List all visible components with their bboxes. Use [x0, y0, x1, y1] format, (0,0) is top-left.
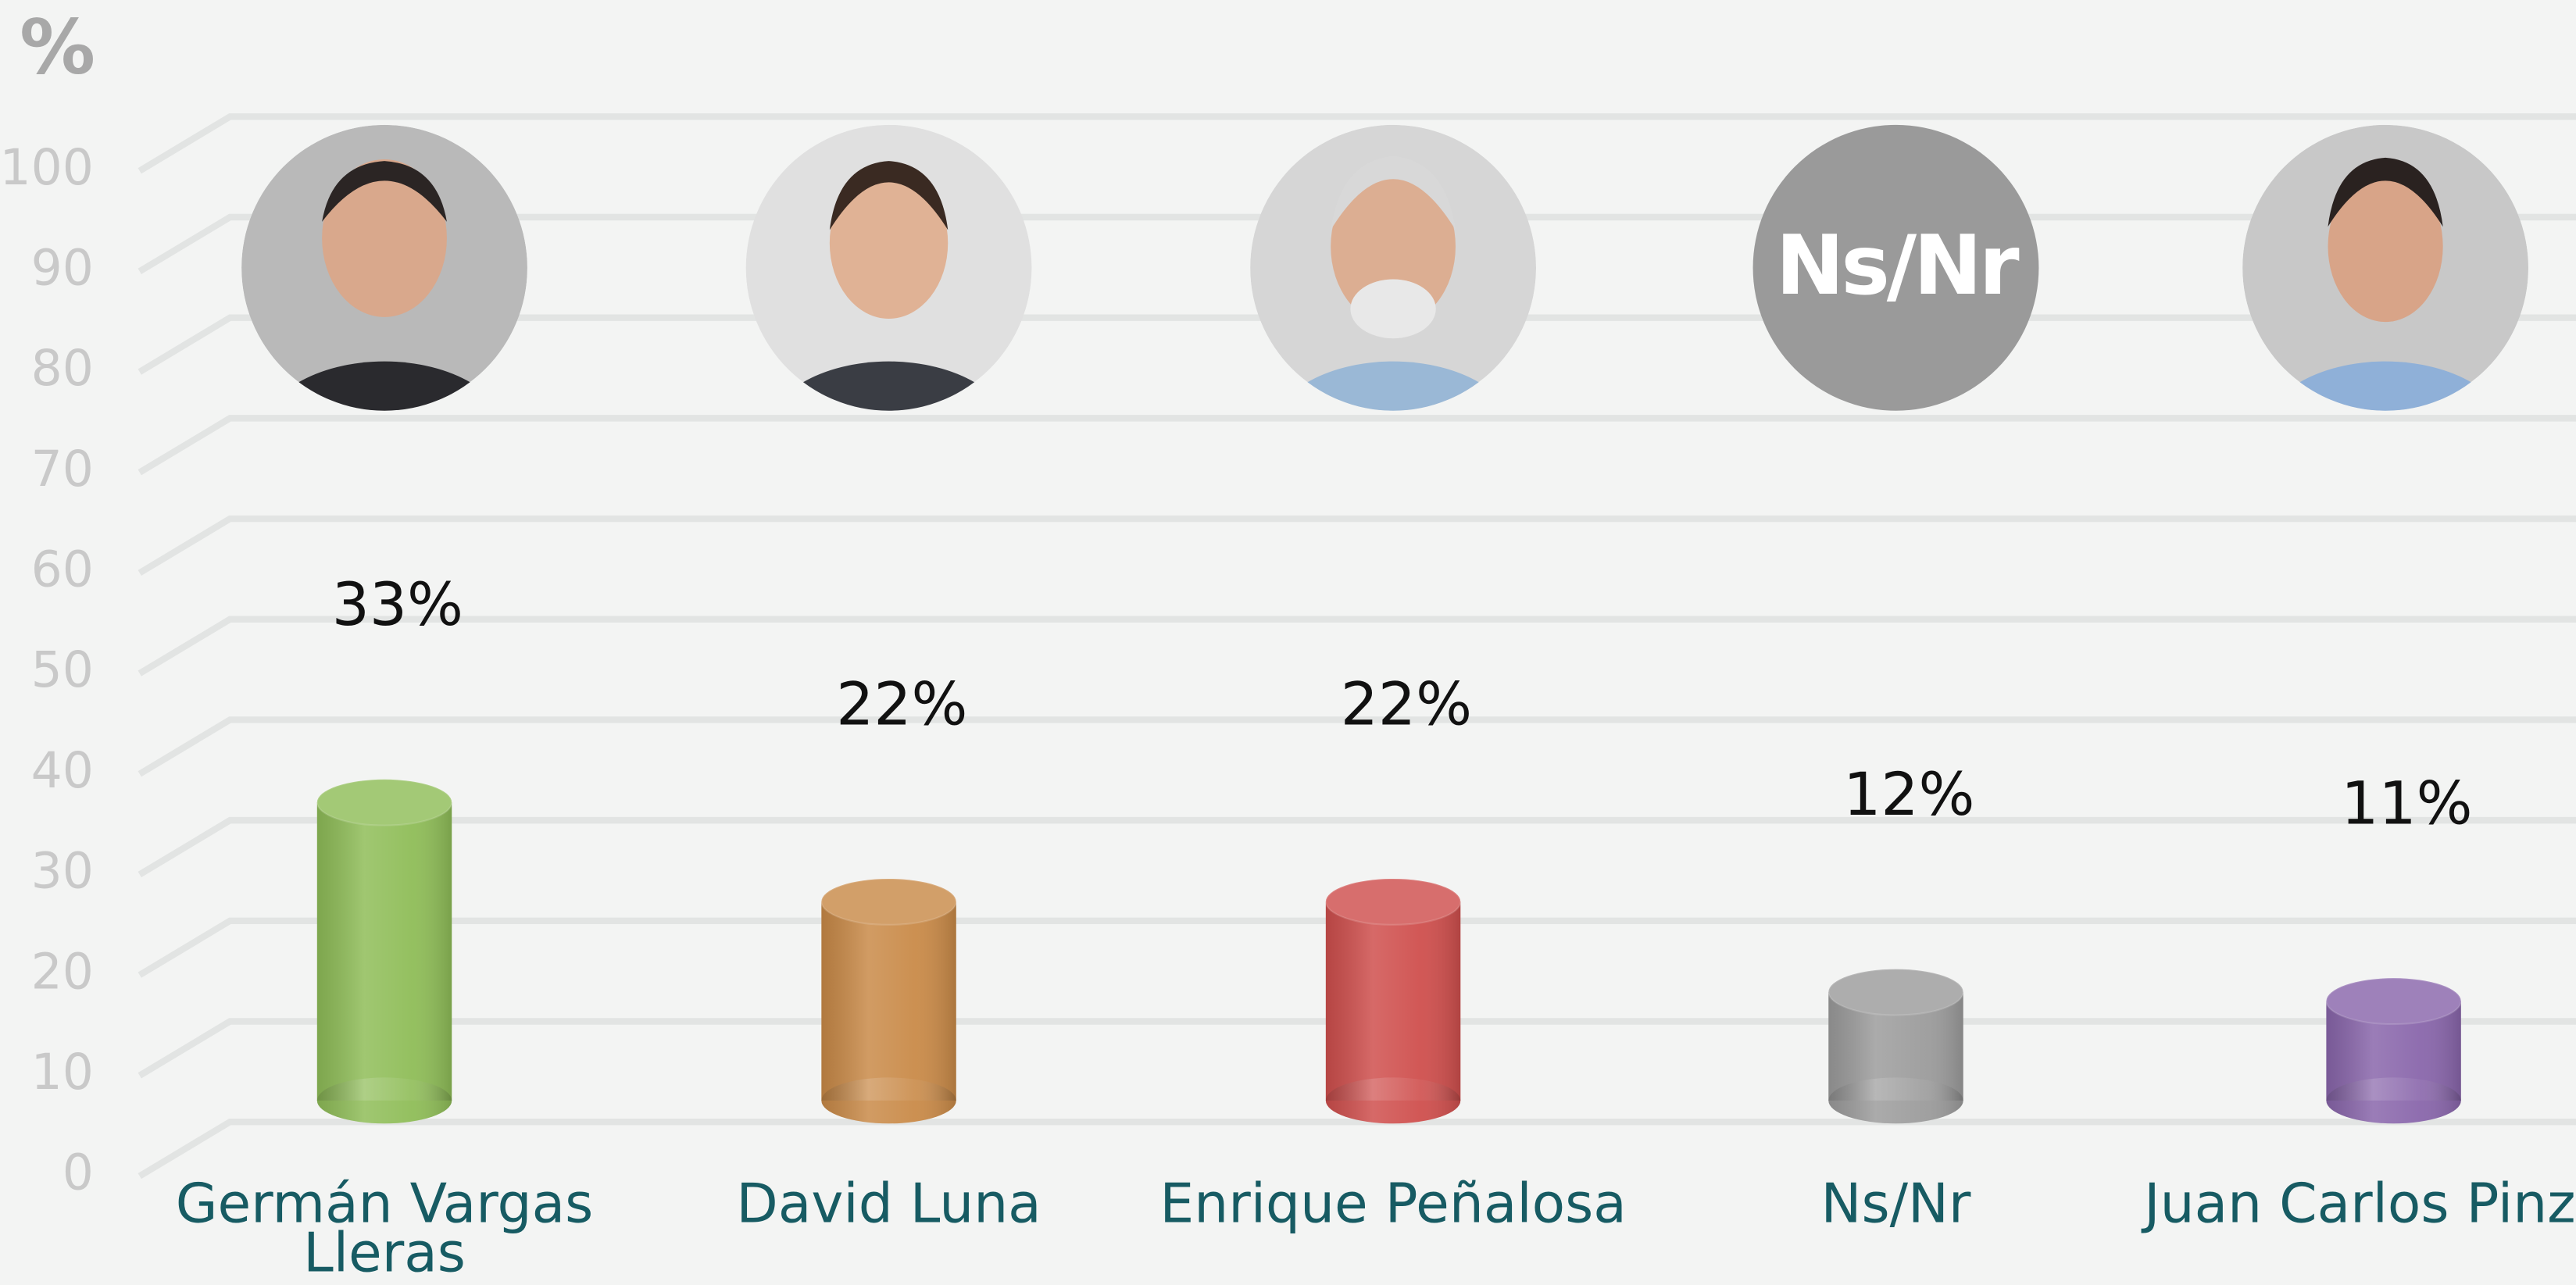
x-label-box: David Luna	[609, 1180, 1168, 1285]
chart: % 0 10 20 30 40 50 60 70 80 90 100 Ns/Nr 33% Germán…	[0, 0, 2576, 1285]
x-tick-label: Enrique Peñalosa	[1114, 1180, 1673, 1229]
bar-cap-shine	[821, 879, 956, 925]
y-tick-label: 70	[31, 440, 94, 498]
value-label: 33%	[332, 570, 463, 639]
value-label: 22%	[1341, 669, 1472, 738]
grid-line	[140, 1122, 2576, 1176]
page: % 0 10 20 30 40 50 60 70 80 90 100 Ns/Nr 33% Germán…	[0, 0, 2576, 1285]
x-tick-label: Germán Vargas Lleras	[105, 1180, 664, 1278]
bar-cap-shine	[1326, 879, 1460, 925]
bar-base-shade	[1326, 1077, 1460, 1123]
y-tick-label: 50	[31, 641, 94, 698]
bar-base-shade	[821, 1077, 956, 1123]
portrait	[1250, 125, 1536, 509]
value-label: 11%	[2341, 769, 2472, 837]
x-label-box: Juan Carlos Pinzón	[2114, 1180, 2576, 1285]
x-label-box: Germán Vargas Lleras	[105, 1180, 664, 1285]
y-tick-label: 60	[31, 541, 94, 598]
x-label-box: Enrique Peñalosa	[1114, 1180, 1673, 1285]
grid-line	[140, 418, 2576, 472]
y-tick-label: 80	[31, 339, 94, 397]
bar-shade	[1326, 901, 1460, 1100]
bar-cap-shine	[317, 780, 452, 826]
portrait	[746, 125, 1032, 509]
bar-shade	[317, 802, 452, 1101]
y-tick-label: 40	[31, 741, 94, 799]
y-tick-label: 30	[31, 842, 94, 900]
bar-base-shade	[2326, 1077, 2460, 1123]
y-tick-label: 0	[63, 1144, 94, 1201]
portrait	[2242, 125, 2528, 509]
grid-line	[140, 519, 2576, 573]
grid-line	[140, 619, 2576, 673]
bar-cap-shine	[2326, 978, 2460, 1024]
y-axis-label: %	[20, 3, 95, 91]
bars: 33% Germán Vargas Lleras 22% David Luna 22% E…	[105, 570, 2576, 1285]
bar-base-shade	[317, 1077, 452, 1123]
x-tick-label: David Luna	[609, 1180, 1168, 1229]
grid-line	[140, 820, 2576, 874]
value-label: 22%	[836, 669, 967, 738]
portrait	[241, 125, 527, 509]
bar-base-shade	[1828, 1077, 1963, 1123]
y-tick-label: 90	[31, 238, 94, 296]
y-tick-label: 10	[31, 1043, 94, 1101]
x-tick-label: Ns/Nr	[1617, 1180, 2175, 1229]
bar-shade	[821, 901, 956, 1100]
portrait-label: Ns/Nr	[1776, 217, 2020, 313]
x-label-box: Ns/Nr	[1617, 1180, 2175, 1285]
value-label: 12%	[1843, 760, 1974, 829]
y-tick-label: 20	[31, 942, 94, 1000]
bar-cap-shine	[1828, 969, 1963, 1016]
x-tick-label: Juan Carlos Pinzón	[2114, 1180, 2576, 1229]
y-tick-label: 100	[0, 138, 94, 196]
